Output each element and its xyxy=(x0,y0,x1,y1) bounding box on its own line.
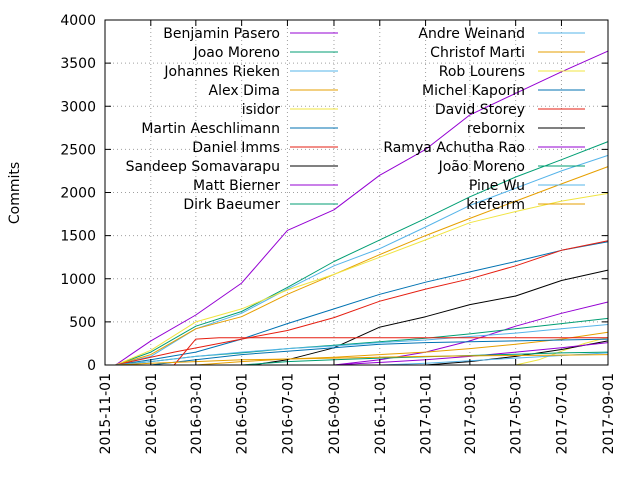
legend-label: rebornix xyxy=(467,121,525,137)
legend-label: Christof Marti xyxy=(430,45,525,61)
legend-label: Daniel Imms xyxy=(192,140,280,156)
x-tick-label: 2016-05-01 xyxy=(235,373,251,454)
legend-label: Martin Aeschlimann xyxy=(141,121,280,137)
legend-label: Dirk Baeumer xyxy=(183,197,280,213)
y-axis-label: Commits xyxy=(7,162,23,224)
y-tick-label: 1000 xyxy=(60,272,96,288)
series-line-19 xyxy=(115,354,609,366)
x-tick-label: 2017-05-01 xyxy=(509,373,525,454)
legend-label: Sandeep Somavarapu xyxy=(126,159,280,175)
series-line-13 xyxy=(150,338,609,366)
series-line-15 xyxy=(425,340,609,366)
legend-label: Johannes Rieken xyxy=(163,64,280,80)
legend-label: Rob Lourens xyxy=(439,64,525,80)
legend-label: Andre Weinand xyxy=(418,26,525,42)
x-tick-label: 2016-09-01 xyxy=(327,373,343,454)
legend-label: Ramya Achutha Rao xyxy=(383,140,525,156)
y-tick-label: 3500 xyxy=(60,56,96,72)
axis-ticks xyxy=(104,19,609,366)
grid-lines xyxy=(105,20,608,365)
series-line-10 xyxy=(115,324,609,366)
legend-label: Benjamin Pasero xyxy=(163,26,280,42)
y-tick-label: 4000 xyxy=(60,13,96,29)
series-lines xyxy=(115,50,609,366)
legend-label: João Moreno xyxy=(438,159,525,175)
series-line-4 xyxy=(115,192,609,366)
y-tick-label: 1500 xyxy=(60,229,96,245)
legend-label: Pine Wu xyxy=(469,178,525,194)
y-axis-tick-labels: 0 500 1000 1500 2000 2500 3000 3500 4000 xyxy=(60,13,96,374)
series-line-3 xyxy=(115,166,609,366)
legend-label: Matt Bierner xyxy=(193,178,280,194)
legend-label: Alex Dima xyxy=(209,83,280,99)
y-tick-label: 2000 xyxy=(60,186,96,202)
x-tick-label: 2017-03-01 xyxy=(463,373,479,454)
legend-label: Michel Kaporin xyxy=(422,83,525,99)
series-line-1 xyxy=(115,141,609,366)
series-line-14 xyxy=(173,337,608,366)
legend-label: David Storey xyxy=(435,102,525,118)
legend-label: Joao Moreno xyxy=(193,45,280,61)
y-tick-label: 3000 xyxy=(60,99,96,115)
x-axis-tick-labels: 2015-11-01 2016-01-01 2016-03-01 2016-05-01… xyxy=(98,373,617,454)
legend-label: kieferrm xyxy=(466,197,525,213)
x-tick-label: 2017-01-01 xyxy=(419,373,435,454)
x-tick-label: 2015-11-01 xyxy=(98,373,114,454)
x-tick-label: 2016-07-01 xyxy=(280,373,296,454)
x-tick-label: 2017-07-01 xyxy=(554,373,570,454)
y-tick-label: 500 xyxy=(69,315,96,331)
series-line-11 xyxy=(195,331,609,366)
x-tick-label: 2016-11-01 xyxy=(373,373,389,454)
series-line-7 xyxy=(252,269,609,366)
series-line-0 xyxy=(115,50,609,366)
y-tick-label: 2500 xyxy=(60,142,96,158)
series-line-2 xyxy=(115,154,609,366)
legend-label: isidor xyxy=(242,102,281,118)
legend: Benjamin Pasero Joao Moreno Johannes Rieke… xyxy=(126,26,585,213)
series-line-6 xyxy=(115,240,609,366)
x-tick-label: 2016-01-01 xyxy=(144,373,160,454)
series-line-12 xyxy=(515,336,609,366)
y-tick-label: 0 xyxy=(87,358,96,374)
x-tick-label: 2016-03-01 xyxy=(189,373,205,454)
x-tick-label: 2017-09-01 xyxy=(601,373,617,454)
series-line-5 xyxy=(115,241,609,366)
